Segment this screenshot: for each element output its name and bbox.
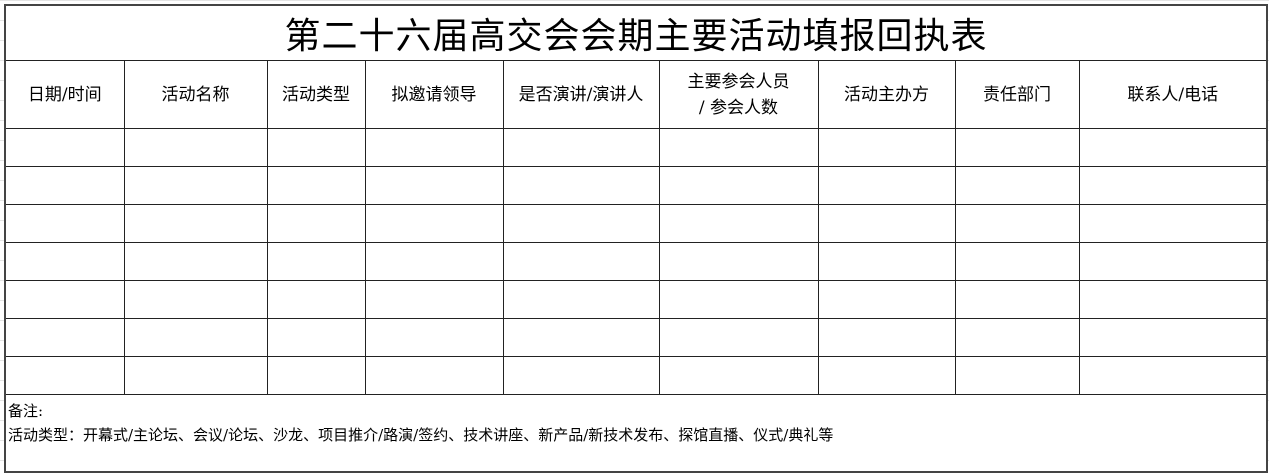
- empty-cell[interactable]: [364, 166, 504, 205]
- table-row: [4, 356, 1268, 395]
- notes-cell[interactable]: 备注: 活动类型：开幕式/主论坛、会议/论坛、沙龙、项目推介/路演/签约、技术讲…: [4, 394, 1268, 473]
- empty-cell[interactable]: [1078, 204, 1268, 243]
- empty-cell[interactable]: [4, 280, 125, 319]
- empty-cell[interactable]: [123, 166, 268, 205]
- header-attendees: 主要参会人员 / 参会人数: [658, 60, 819, 129]
- empty-cell[interactable]: [364, 356, 504, 395]
- table-row: [4, 318, 1268, 357]
- empty-cell[interactable]: [1078, 356, 1268, 395]
- empty-cell[interactable]: [954, 280, 1080, 319]
- empty-cell[interactable]: [4, 204, 125, 243]
- header-speech-speaker: 是否演讲/演讲人: [502, 60, 660, 129]
- empty-cell[interactable]: [658, 166, 819, 205]
- header-attendees-line1: 主要参会人员: [687, 71, 790, 92]
- empty-cell[interactable]: [266, 318, 366, 357]
- empty-cell[interactable]: [364, 204, 504, 243]
- header-attendees-line2: / 参会人数: [698, 97, 779, 118]
- empty-cell[interactable]: [658, 128, 819, 167]
- empty-cell[interactable]: [266, 166, 366, 205]
- empty-cell[interactable]: [123, 280, 268, 319]
- empty-cell[interactable]: [364, 128, 504, 167]
- table-row: [4, 128, 1268, 167]
- empty-cell[interactable]: [123, 356, 268, 395]
- empty-cell[interactable]: [954, 204, 1080, 243]
- table-row: [4, 166, 1268, 205]
- empty-cell[interactable]: [817, 166, 956, 205]
- registration-form-table: 第二十六届高交会会期主要活动填报回执表 日期/时间 活动名称 活动类型 拟邀请领…: [4, 4, 1269, 473]
- empty-cell[interactable]: [954, 318, 1080, 357]
- empty-cell[interactable]: [658, 356, 819, 395]
- header-organizer: 活动主办方: [817, 60, 956, 129]
- empty-cell[interactable]: [266, 128, 366, 167]
- empty-cell[interactable]: [364, 280, 504, 319]
- empty-cell[interactable]: [4, 128, 125, 167]
- empty-cell[interactable]: [364, 318, 504, 357]
- empty-cell[interactable]: [1078, 280, 1268, 319]
- table-row: [4, 242, 1268, 281]
- empty-cell[interactable]: [1078, 166, 1268, 205]
- empty-cell[interactable]: [123, 242, 268, 281]
- empty-cell[interactable]: [954, 356, 1080, 395]
- empty-cell[interactable]: [1078, 318, 1268, 357]
- empty-cell[interactable]: [658, 280, 819, 319]
- empty-cell[interactable]: [817, 204, 956, 243]
- notes-label: 备注:: [8, 402, 44, 420]
- empty-cell[interactable]: [817, 280, 956, 319]
- empty-cell[interactable]: [1078, 242, 1268, 281]
- empty-cell[interactable]: [4, 242, 125, 281]
- empty-cell[interactable]: [4, 166, 125, 205]
- empty-cell[interactable]: [502, 128, 660, 167]
- empty-cell[interactable]: [502, 280, 660, 319]
- empty-cell[interactable]: [123, 128, 268, 167]
- empty-cell[interactable]: [817, 318, 956, 357]
- table-row: [4, 204, 1268, 243]
- table-row: [4, 280, 1268, 319]
- header-activity-name: 活动名称: [123, 60, 268, 129]
- empty-cell[interactable]: [502, 166, 660, 205]
- empty-cell[interactable]: [4, 318, 125, 357]
- empty-cell[interactable]: [266, 356, 366, 395]
- empty-cell[interactable]: [266, 204, 366, 243]
- empty-cell[interactable]: [266, 242, 366, 281]
- empty-cell[interactable]: [817, 242, 956, 281]
- empty-cell[interactable]: [502, 318, 660, 357]
- empty-cell[interactable]: [123, 318, 268, 357]
- empty-cell[interactable]: [954, 166, 1080, 205]
- empty-cell[interactable]: [1078, 128, 1268, 167]
- header-responsible-dept: 责任部门: [954, 60, 1080, 129]
- empty-cell[interactable]: [658, 204, 819, 243]
- empty-cell[interactable]: [954, 242, 1080, 281]
- form-title: 第二十六届高交会会期主要活动填报回执表: [4, 4, 1268, 61]
- header-invited-leaders: 拟邀请领导: [364, 60, 504, 129]
- header-contact-phone: 联系人/电话: [1078, 60, 1268, 129]
- empty-cell[interactable]: [123, 204, 268, 243]
- header-date-time: 日期/时间: [4, 60, 125, 129]
- empty-cell[interactable]: [954, 128, 1080, 167]
- empty-cell[interactable]: [658, 318, 819, 357]
- empty-cell[interactable]: [4, 356, 125, 395]
- empty-cell[interactable]: [658, 242, 819, 281]
- empty-cell[interactable]: [266, 280, 366, 319]
- header-activity-type: 活动类型: [266, 60, 366, 129]
- empty-cell[interactable]: [502, 242, 660, 281]
- empty-cell[interactable]: [817, 356, 956, 395]
- header-row: 日期/时间 活动名称 活动类型 拟邀请领导 是否演讲/演讲人 主要参会人员 / 参…: [4, 60, 1268, 129]
- empty-cell[interactable]: [502, 204, 660, 243]
- empty-cell[interactable]: [502, 356, 660, 395]
- notes-activity-types: 活动类型：开幕式/主论坛、会议/论坛、沙龙、项目推介/路演/签约、技术讲座、新产…: [8, 426, 834, 444]
- empty-cell[interactable]: [364, 242, 504, 281]
- empty-cell[interactable]: [817, 128, 956, 167]
